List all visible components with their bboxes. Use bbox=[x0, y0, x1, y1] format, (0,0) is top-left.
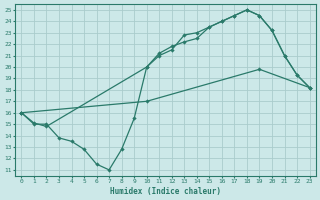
X-axis label: Humidex (Indice chaleur): Humidex (Indice chaleur) bbox=[110, 187, 221, 196]
